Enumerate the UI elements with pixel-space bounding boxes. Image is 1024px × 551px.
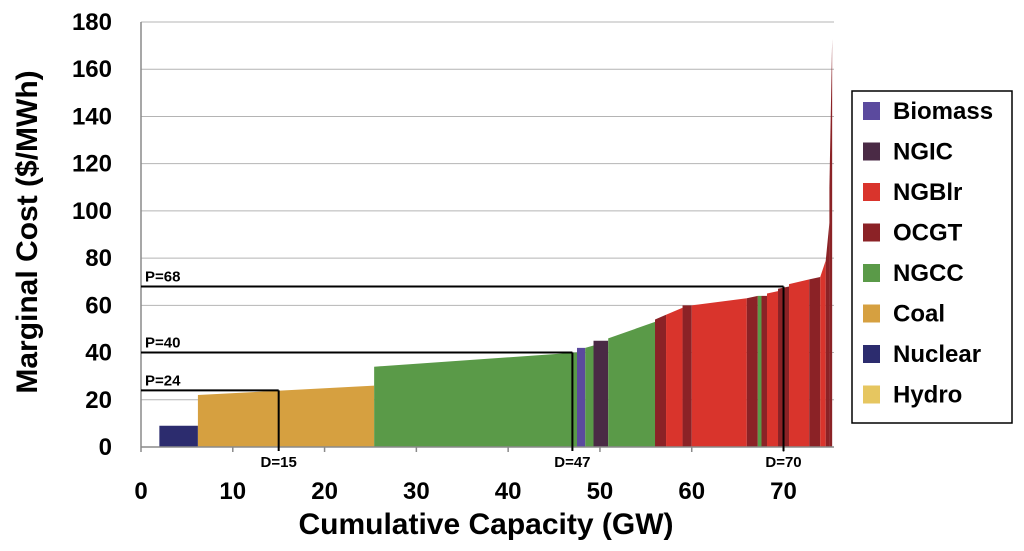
segment-ngblr — [766, 291, 779, 447]
segment-ngblr — [820, 260, 826, 447]
segment-ngblr — [789, 279, 810, 447]
legend-label: NGCC — [893, 260, 964, 287]
segment-ocgt — [809, 277, 821, 447]
segment-ocgt — [829, 38, 833, 448]
segment-ngblr — [666, 307, 683, 447]
legend-swatch — [863, 385, 880, 404]
y-axis-title: Marginal Cost ($/MWh) — [11, 70, 44, 393]
legend-label: OCGT — [893, 220, 963, 247]
y-tick-label: 40 — [85, 340, 112, 367]
price-demand-annotations: P=24 D=15 P=40 D=47 P=68 D=70 — [141, 268, 802, 471]
price-label: P=24 — [145, 372, 181, 389]
axes — [140, 22, 834, 452]
y-tick-label: 20 — [85, 387, 112, 414]
x-tick-label: 10 — [219, 478, 246, 505]
y-tick-label: 140 — [72, 103, 112, 130]
legend-swatch — [863, 304, 880, 323]
segment-ngblr — [691, 298, 747, 447]
segment-coal — [197, 385, 375, 447]
legend-label: Hydro — [893, 382, 962, 409]
legend-swatch — [863, 183, 880, 201]
price-label: P=40 — [145, 335, 180, 352]
x-tick-label: 40 — [495, 478, 522, 505]
x-tick-label: 30 — [403, 478, 430, 505]
segment-ocgt — [825, 222, 830, 447]
segment-ocgt — [761, 295, 767, 447]
y-tick-label: 100 — [72, 198, 112, 225]
legend-swatch — [863, 264, 880, 282]
y-tick-label: 60 — [85, 292, 112, 319]
x-tick-label: 50 — [587, 478, 614, 505]
demand-label: D=15 — [261, 454, 297, 471]
legend-swatch — [863, 102, 880, 120]
y-tick-label: 120 — [72, 151, 112, 178]
supply-curve-segments — [159, 38, 833, 448]
x-tick-label: 20 — [311, 478, 338, 505]
segment-ocgt — [746, 295, 758, 447]
segment-ngcc — [608, 321, 656, 447]
x-axis-title: Cumulative Capacity (GW) — [298, 508, 673, 541]
x-tick-labels: 0 10 20 30 40 50 60 70 — [134, 478, 797, 505]
y-tick-label: 80 — [85, 245, 112, 272]
segment-ngic — [593, 340, 609, 447]
segment-ngcc — [374, 352, 577, 447]
y-tick-label: 180 — [72, 9, 112, 36]
x-tick-label: 0 — [134, 478, 147, 505]
segment-ngcc — [585, 345, 594, 447]
segment-biomass — [576, 347, 586, 447]
legend-label: Nuclear — [893, 341, 981, 368]
x-tick-label: 60 — [678, 478, 705, 505]
x-tick-label: 70 — [770, 478, 797, 505]
legend-swatch — [863, 345, 880, 363]
legend-label: Coal — [893, 301, 945, 328]
segment-ocgt — [655, 314, 667, 447]
demand-label: D=47 — [554, 454, 590, 471]
demand-label: D=70 — [765, 454, 801, 471]
legend-swatch — [863, 142, 880, 161]
legend: Biomass NGIC NGBlr OCGT NGCC Coal Nuclear Hydro — [851, 90, 1013, 424]
legend-swatch — [863, 223, 880, 242]
legend-label: NGBlr — [893, 179, 962, 206]
y-tick-labels: 0 20 40 60 80 100 120 140 160 180 — [72, 9, 112, 461]
legend-label: Biomass — [893, 98, 993, 125]
segment-ngcc — [757, 295, 762, 447]
y-tick-label: 160 — [72, 56, 112, 83]
segment-ocgt — [682, 305, 692, 447]
legend-label: NGIC — [893, 139, 953, 166]
segment-nuclear — [159, 425, 198, 447]
y-tick-label: 0 — [99, 434, 112, 461]
price-label: P=68 — [145, 268, 180, 285]
